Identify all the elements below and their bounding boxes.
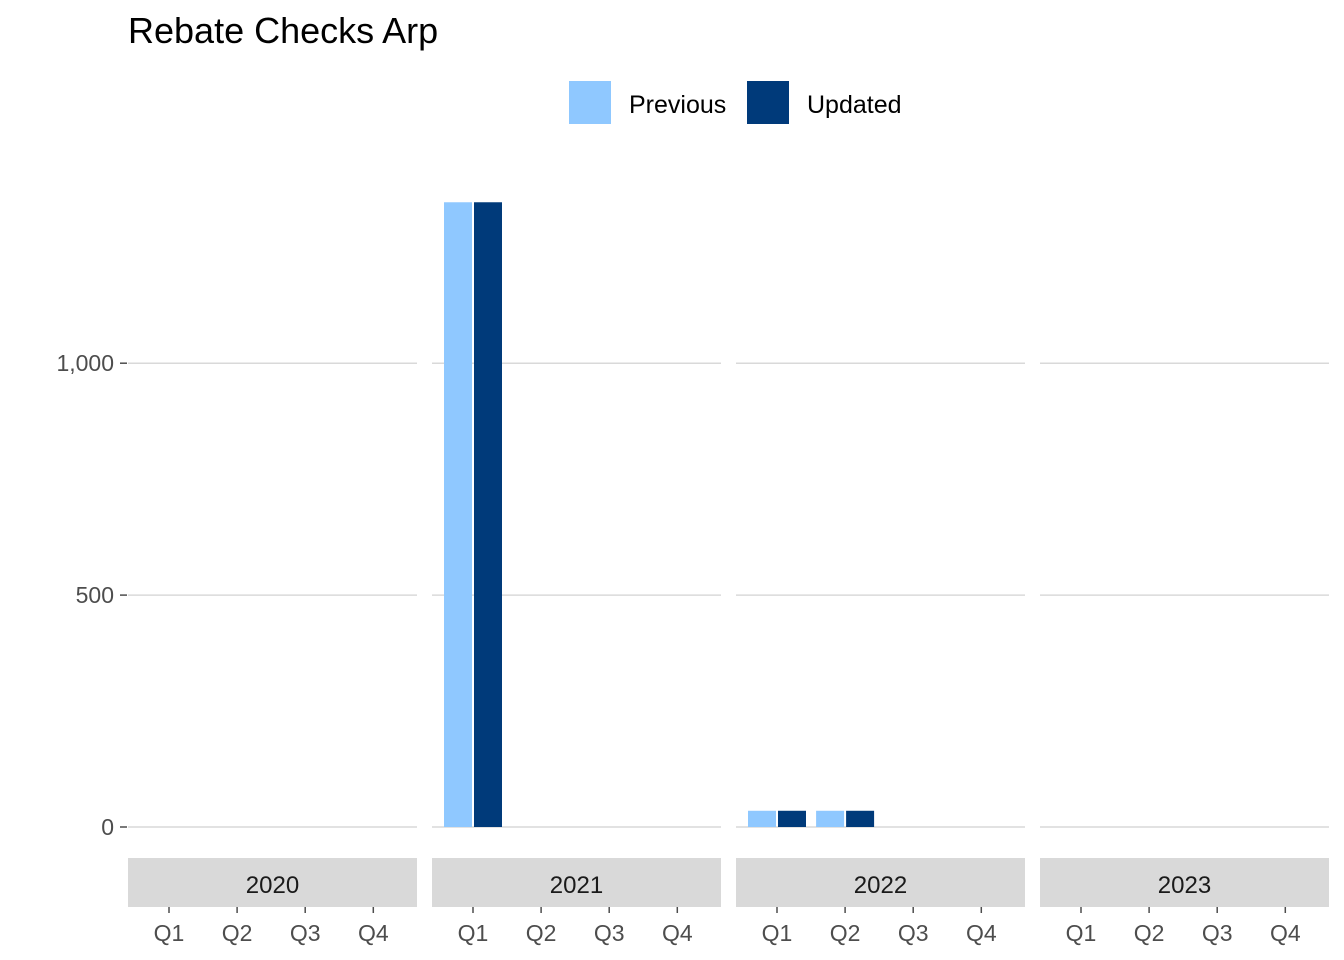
plot-area: 0 500 1,000 2020 Q1 Q2 Q3 Q4 2021 Q1 Q2 Q3 Q4 2022 Q1 Q… (56, 202, 1329, 946)
x-tick-label: Q1 (762, 920, 793, 946)
x-tick-label: Q3 (898, 920, 929, 946)
x-tick-label: Q4 (358, 920, 389, 946)
facet-strip (736, 858, 1025, 907)
y-tick-label: 500 (76, 582, 114, 608)
x-tick-label: Q4 (1270, 920, 1301, 946)
bar-updated-2021-q1 (474, 202, 502, 827)
bar-updated-2022-q2 (846, 810, 875, 827)
y-tick-label: 0 (101, 814, 114, 840)
x-tick-label: Q4 (662, 920, 693, 946)
facet-strip (1040, 858, 1329, 907)
facet-strip (432, 858, 721, 907)
x-tick-label: Q1 (1066, 920, 1097, 946)
y-tick-label: 1,000 (56, 350, 114, 376)
facet-strip-label: 2020 (246, 872, 299, 899)
x-tick-label: Q2 (1134, 920, 1165, 946)
legend-swatch-previous (569, 81, 611, 124)
bar-previous-2022-q2 (816, 810, 845, 827)
legend: Previous Updated (569, 81, 902, 124)
facet-strip (128, 858, 417, 907)
bar-updated-2022-q1 (778, 810, 806, 827)
legend-label-updated: Updated (807, 91, 902, 119)
legend-swatch-updated (747, 81, 789, 124)
x-tick-label: Q3 (1202, 920, 1233, 946)
x-tick-label: Q2 (526, 920, 557, 946)
x-tick-label: Q4 (966, 920, 997, 946)
facet-strip-label: 2021 (550, 872, 603, 899)
bar-previous-2022-q1 (748, 810, 776, 827)
x-tick-label: Q3 (594, 920, 625, 946)
facet-strip-label: 2023 (1158, 872, 1211, 899)
x-tick-label: Q2 (830, 920, 861, 946)
bar-previous-2021-q1 (444, 202, 472, 827)
chart-title: Rebate Checks Arp (128, 10, 438, 51)
x-tick-label: Q1 (154, 920, 185, 946)
facet-strip-label: 2022 (854, 872, 907, 899)
legend-label-previous: Previous (629, 91, 726, 119)
x-tick-label: Q1 (458, 920, 489, 946)
x-tick-label: Q2 (222, 920, 253, 946)
x-tick-label: Q3 (290, 920, 321, 946)
